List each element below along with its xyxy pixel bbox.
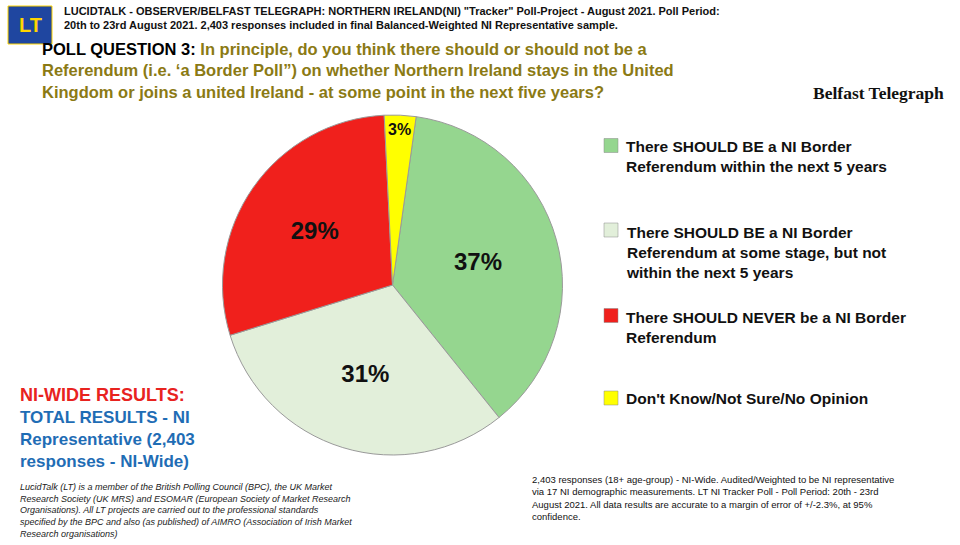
svg-text:3%: 3% — [388, 121, 411, 138]
svg-text:There SHOULD BE a NI BorderRef: There SHOULD BE a NI BorderReferendum wi… — [626, 138, 887, 175]
svg-text:Don't Know/Not Sure/No Opinion: Don't Know/Not Sure/No Opinion — [626, 390, 868, 407]
svg-text:There SHOULD NEVER be a NI Bor: There SHOULD NEVER be a NI BorderReferen… — [626, 309, 906, 346]
svg-text:LUCIDTALK - OBSERVER/BELFAST T: LUCIDTALK - OBSERVER/BELFAST TELEGRAPH: … — [64, 5, 720, 31]
svg-text:37%: 37% — [454, 248, 502, 275]
svg-text:TOTAL RESULTS - NIRepresentati: TOTAL RESULTS - NIRepresentative (2,403r… — [20, 408, 195, 471]
svg-text:There SHOULD BE a NI BorderRef: There SHOULD BE a NI BorderReferendum at… — [626, 224, 886, 281]
svg-text:LT: LT — [19, 14, 42, 36]
svg-text:LucidTalk (LT) is a member of: LucidTalk (LT) is a member of the Britis… — [20, 482, 352, 539]
svg-text:Belfast Telegraph: Belfast Telegraph — [813, 83, 944, 103]
svg-text:POLL QUESTION 3: In principle,: POLL QUESTION 3: In principle, do you th… — [42, 40, 674, 101]
svg-text:NI-WIDE RESULTS:: NI-WIDE RESULTS: — [20, 385, 185, 405]
svg-text:2,403 responses (18+ age-group: 2,403 responses (18+ age-group) - NI-Wid… — [532, 474, 894, 522]
svg-text:31%: 31% — [341, 360, 389, 387]
svg-text:29%: 29% — [291, 217, 339, 244]
